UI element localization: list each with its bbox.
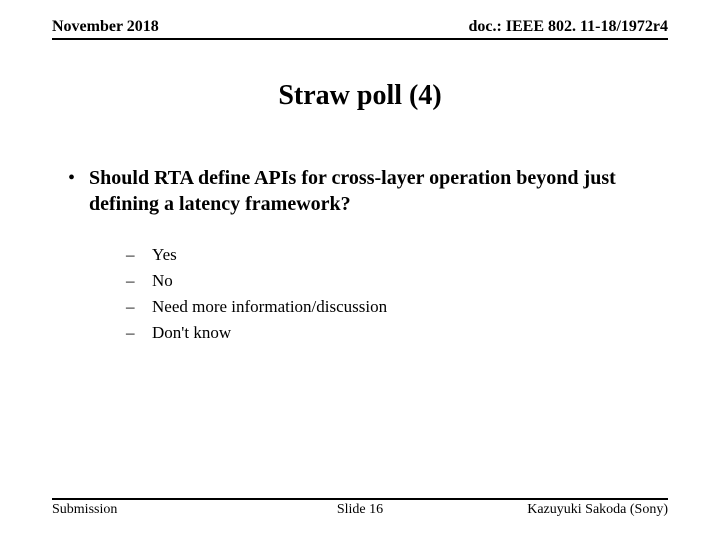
list-item: – No (126, 271, 668, 291)
footer-author: Kazuyuki Sakoda (Sony) (527, 502, 668, 518)
list-item: – Yes (126, 245, 668, 265)
option-text: Don't know (152, 323, 231, 343)
slide-header: November 2018 doc.: IEEE 802. 11-18/1972… (52, 18, 668, 40)
option-text: No (152, 271, 173, 291)
question-text: Should RTA define APIs for cross-layer o… (89, 165, 668, 217)
header-docid: doc.: IEEE 802. 11-18/1972r4 (468, 18, 668, 36)
header-date: November 2018 (52, 18, 159, 36)
slide-content: • Should RTA define APIs for cross-layer… (68, 165, 668, 349)
list-item: – Need more information/discussion (126, 297, 668, 317)
option-text: Yes (152, 245, 177, 265)
option-text: Need more information/discussion (152, 297, 387, 317)
options-list: – Yes – No – Need more information/discu… (126, 245, 668, 343)
question-bullet: • Should RTA define APIs for cross-layer… (68, 165, 668, 217)
dash-icon: – (126, 245, 152, 265)
slide-title: Straw poll (4) (0, 80, 720, 112)
footer-slide-number: Slide 16 (337, 502, 383, 518)
dash-icon: – (126, 323, 152, 343)
bullet-icon: • (68, 165, 75, 191)
dash-icon: – (126, 297, 152, 317)
slide-footer: Submission Slide 16 Kazuyuki Sakoda (Son… (52, 498, 668, 518)
dash-icon: – (126, 271, 152, 291)
list-item: – Don't know (126, 323, 668, 343)
footer-left: Submission (52, 502, 117, 518)
